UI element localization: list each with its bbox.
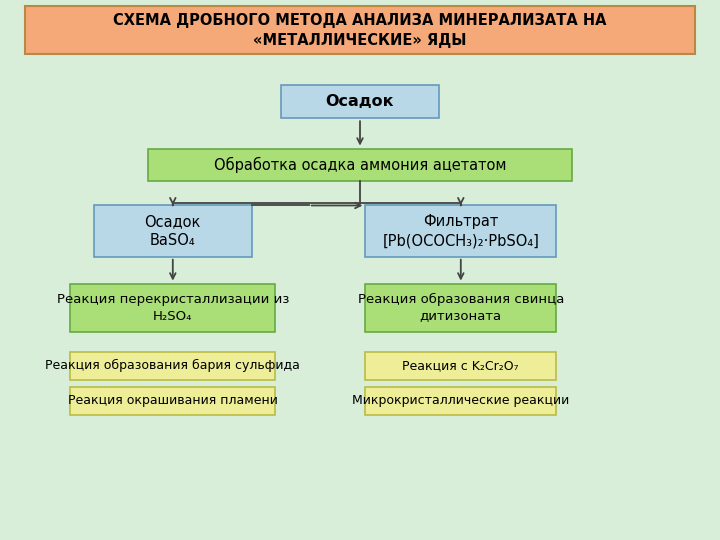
Text: Реакция окрашивания пламени: Реакция окрашивания пламени [68, 394, 278, 407]
FancyBboxPatch shape [94, 206, 252, 257]
Text: Реакция образования свинца
дитизоната: Реакция образования свинца дитизоната [358, 293, 564, 322]
FancyBboxPatch shape [25, 6, 695, 54]
Text: Фильтрат
[Pb(OCOCH₃)₂·PbSO₄]: Фильтрат [Pb(OCOCH₃)₂·PbSO₄] [382, 214, 539, 248]
Text: СХЕМА ДРОБНОГО МЕТОДА АНАЛИЗА МИНЕРАЛИЗАТА НА
«МЕТАЛЛИЧЕСКИЕ» ЯДЫ: СХЕМА ДРОБНОГО МЕТОДА АНАЛИЗА МИНЕРАЛИЗА… [113, 13, 607, 48]
Text: Микрокристаллические реакции: Микрокристаллические реакции [352, 394, 570, 407]
FancyBboxPatch shape [71, 284, 275, 332]
FancyBboxPatch shape [366, 206, 557, 257]
Text: Обработка осадка аммония ацетатом: Обработка осадка аммония ацетатом [214, 157, 506, 173]
Text: Реакция образования бария сульфида: Реакция образования бария сульфида [45, 359, 300, 372]
FancyBboxPatch shape [366, 284, 557, 332]
Text: Реакция с K₂Cr₂O₇: Реакция с K₂Cr₂O₇ [402, 359, 519, 372]
FancyBboxPatch shape [71, 352, 275, 380]
Text: Осадок: Осадок [325, 94, 395, 109]
FancyBboxPatch shape [71, 387, 275, 415]
FancyBboxPatch shape [366, 352, 557, 380]
FancyBboxPatch shape [148, 148, 572, 181]
Text: Реакция перекристаллизации из
H₂SO₄: Реакция перекристаллизации из H₂SO₄ [57, 293, 289, 322]
FancyBboxPatch shape [281, 85, 439, 118]
FancyBboxPatch shape [366, 387, 557, 415]
Text: Осадок
BaSO₄: Осадок BaSO₄ [145, 214, 201, 248]
